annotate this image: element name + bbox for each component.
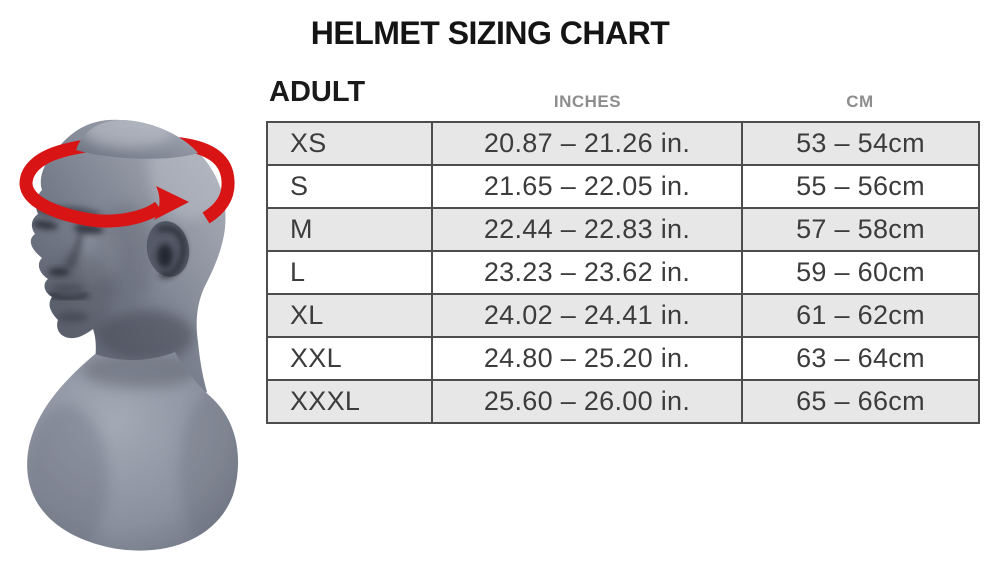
- table-row: XXXL 25.60 – 26.00 in. 65 – 66cm: [266, 379, 980, 424]
- mannequin-bust: [27, 352, 239, 551]
- table-row: XL 24.02 – 24.41 in. 61 – 62cm: [266, 293, 980, 338]
- size-cell: M: [266, 207, 433, 252]
- lips: [48, 291, 89, 301]
- left-eye: [32, 220, 58, 230]
- arrow-head: [154, 186, 189, 220]
- table-row: M 22.44 – 22.83 in. 57 – 58cm: [266, 207, 980, 252]
- head-measurement-illustration: [19, 119, 239, 551]
- inches-cell: 21.65 – 22.05 in.: [431, 164, 743, 209]
- inches-cell: 23.23 – 23.62 in.: [431, 250, 743, 295]
- size-cell: XXXL: [266, 379, 433, 424]
- inches-cell: 24.02 – 24.41 in.: [431, 293, 743, 338]
- cm-cell: 53 – 54cm: [741, 121, 980, 166]
- table-row: S 21.65 – 22.05 in. 55 – 56cm: [266, 164, 980, 209]
- table-row: XXL 24.80 – 25.20 in. 63 – 64cm: [266, 336, 980, 381]
- cm-cell: 57 – 58cm: [741, 207, 980, 252]
- inches-cell: 20.87 – 21.26 in.: [431, 121, 743, 166]
- inches-cell: 25.60 – 26.00 in.: [431, 379, 743, 424]
- arrow-band: [19, 135, 235, 228]
- sizing-table-body: XS 20.87 – 21.26 in. 53 – 54cm S 21.65 – 22.…: [266, 121, 980, 424]
- page-title: HELMET SIZING CHART: [310, 15, 670, 51]
- cm-cell: 61 – 62cm: [741, 293, 980, 338]
- inches-cell: 24.80 – 25.20 in.: [431, 336, 743, 381]
- cm-cell: 65 – 66cm: [741, 379, 980, 424]
- size-cell: S: [266, 164, 433, 209]
- inches-cell: 22.44 – 22.83 in.: [431, 207, 743, 252]
- sizing-table: XS 20.87 – 21.26 in. 53 – 54cm S 21.65 – 22.…: [266, 121, 980, 424]
- cm-cell: 55 – 56cm: [741, 164, 980, 209]
- cm-cell: 59 – 60cm: [741, 250, 980, 295]
- nose-shadow: [63, 224, 85, 268]
- column-header-inches: INCHES: [553, 92, 622, 111]
- size-cell: L: [266, 250, 433, 295]
- cm-cell: 63 – 64cm: [741, 336, 980, 381]
- neck-shadow: [98, 310, 194, 362]
- size-cell: XL: [266, 293, 433, 338]
- table-row: L 23.23 – 23.62 in. 59 – 60cm: [266, 250, 980, 295]
- group-label-adult: ADULT: [269, 76, 366, 108]
- size-cell: XS: [266, 121, 433, 166]
- nostril-shadow: [48, 268, 70, 276]
- size-cell: XXL: [266, 336, 433, 381]
- column-header-cm: CM: [846, 92, 874, 111]
- table-row: XS 20.87 – 21.26 in. 53 – 54cm: [266, 121, 980, 166]
- chin-crease: [58, 312, 88, 322]
